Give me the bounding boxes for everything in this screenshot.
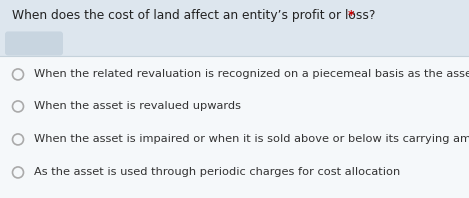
Text: When the asset is revalued upwards: When the asset is revalued upwards: [34, 101, 241, 111]
Text: As the asset is used through periodic charges for cost allocation: As the asset is used through periodic ch…: [34, 168, 400, 177]
Text: When the asset is impaired or when it is sold above or below its carrying amount: When the asset is impaired or when it is…: [34, 134, 469, 144]
Text: When does the cost of land affect an entity’s profit or loss?: When does the cost of land affect an ent…: [12, 10, 375, 23]
FancyBboxPatch shape: [0, 0, 469, 56]
FancyBboxPatch shape: [5, 31, 63, 55]
Text: *: *: [348, 10, 355, 23]
Text: When the related revaluation is recognized on a piecemeal basis as the asset is : When the related revaluation is recogniz…: [34, 69, 469, 79]
